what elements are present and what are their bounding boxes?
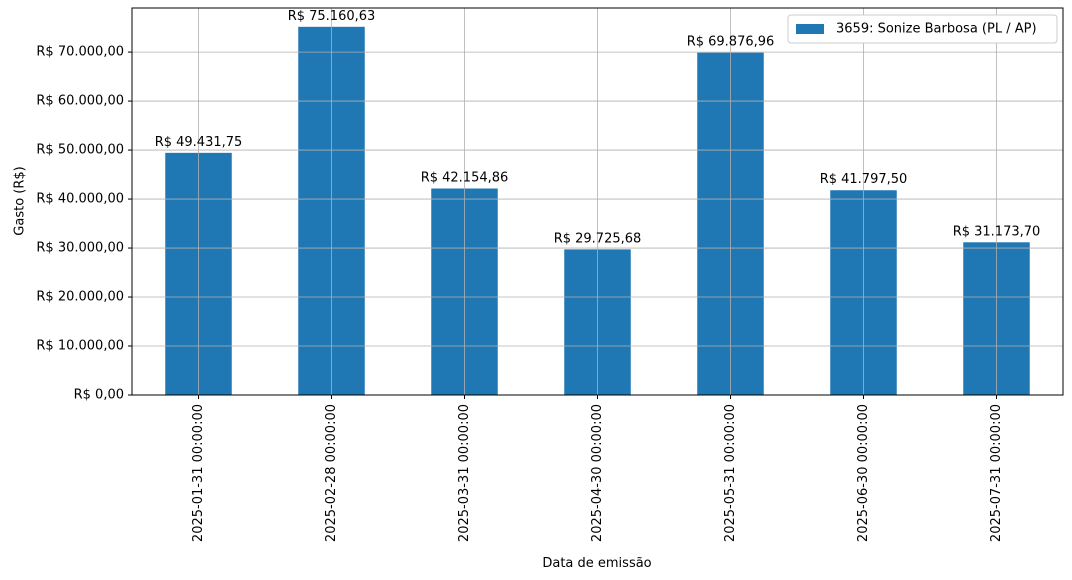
x-tick-label: 2025-07-31 00:00:00	[989, 404, 1004, 542]
x-tick-label: 2025-03-31 00:00:00	[457, 404, 472, 542]
x-tick-label: 2025-06-30 00:00:00	[856, 404, 871, 542]
x-tick-label: 2025-05-31 00:00:00	[723, 404, 738, 542]
legend-label: 3659: Sonize Barbosa (PL / AP)	[836, 22, 1037, 37]
value-label: R$ 29.725,68	[554, 231, 642, 246]
value-label: R$ 69.876,96	[687, 35, 775, 50]
x-tick-label: 2025-01-31 00:00:00	[191, 404, 206, 542]
x-axis-label: Data de emissão	[542, 556, 651, 571]
x-tick-label: 2025-04-30 00:00:00	[590, 404, 605, 542]
value-label: R$ 75.160,63	[288, 9, 376, 24]
x-tick-label: 2025-02-28 00:00:00	[324, 404, 339, 542]
y-tick-label: R$ 20.000,00	[36, 290, 124, 305]
y-tick-label: R$ 60.000,00	[36, 94, 124, 109]
value-label: R$ 49.431,75	[155, 135, 243, 150]
y-tick-label: R$ 70.000,00	[36, 45, 124, 60]
y-axis-label: Gasto (R$)	[13, 166, 28, 235]
legend-box	[787, 14, 1058, 44]
plot-frame	[131, 7, 1064, 396]
y-tick-label: R$ 0,00	[74, 388, 124, 403]
y-tick-label: R$ 10.000,00	[36, 339, 124, 354]
legend-swatch	[796, 24, 824, 34]
value-label: R$ 41.797,50	[820, 172, 908, 187]
value-label: R$ 42.154,86	[421, 170, 509, 185]
y-tick-label: R$ 50.000,00	[36, 143, 124, 158]
y-tick-label: R$ 30.000,00	[36, 241, 124, 256]
y-tick-label: R$ 40.000,00	[36, 192, 124, 207]
value-label: R$ 31.173,70	[953, 224, 1041, 239]
